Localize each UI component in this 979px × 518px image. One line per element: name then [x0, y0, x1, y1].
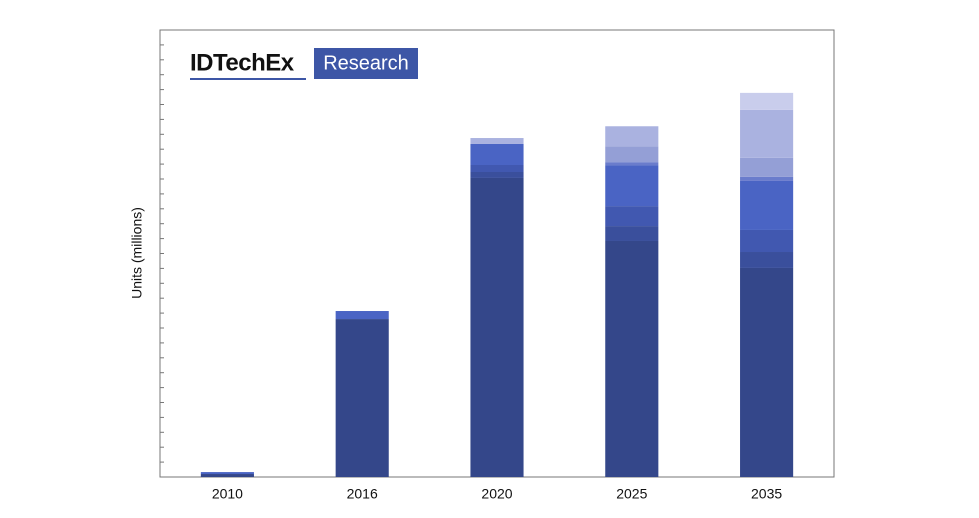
bar-segment: [740, 109, 794, 158]
x-tick-label: 2025: [616, 486, 647, 502]
logo-box: [314, 48, 418, 79]
bar-segment: [605, 226, 659, 241]
bar-segment: [200, 474, 254, 477]
bar-segment: [740, 176, 794, 181]
bar-segment: [200, 472, 254, 475]
bar-segment: [740, 157, 794, 177]
bar-segment: [605, 206, 659, 227]
logo-brand: IDTechEx: [190, 49, 295, 76]
bar-segment: [740, 229, 794, 253]
x-tick-label: 2010: [212, 486, 243, 502]
x-tick-label: 2020: [481, 486, 512, 502]
bar-segment: [335, 319, 389, 477]
bar-segment: [470, 143, 524, 165]
logo-tag: Research: [323, 52, 409, 74]
bar-segment: [605, 165, 659, 207]
x-tick-label: 2016: [347, 486, 378, 502]
bar-segment: [605, 126, 659, 147]
bar-segment: [605, 240, 659, 477]
bar-segment: [740, 252, 794, 268]
bar-segment: [470, 164, 524, 172]
bar-segment: [335, 311, 389, 320]
y-axis-label: Units (millions): [129, 207, 145, 299]
bar-segment: [605, 162, 659, 166]
bar-segment: [740, 180, 794, 230]
x-tick-label: 2035: [751, 486, 782, 502]
bar-segment: [740, 92, 794, 110]
bar-segment: [605, 146, 659, 163]
bar-segment: [740, 267, 794, 477]
bar-segment: [470, 171, 524, 178]
bar-segment: [470, 177, 524, 477]
bar-segment: [470, 138, 524, 144]
